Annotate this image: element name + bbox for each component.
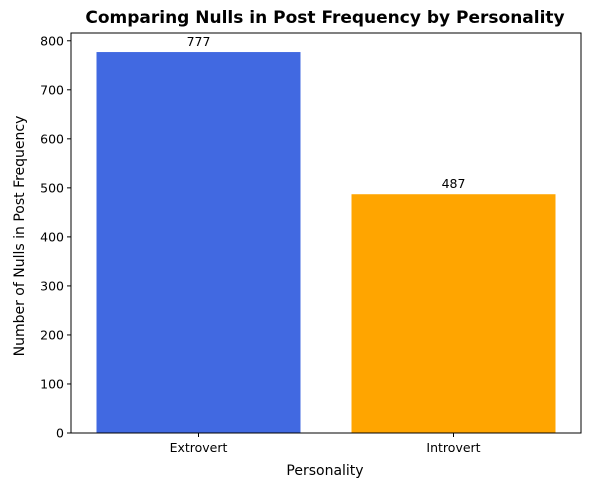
bar-introvert (351, 194, 556, 433)
y-tick-label: 600 (40, 131, 64, 146)
plot-frame (70, 32, 582, 434)
y-tick-label: 500 (40, 180, 64, 195)
x-axis-label: Personality (286, 463, 363, 479)
y-tick-label: 100 (40, 376, 64, 391)
data-label-extrovert: 777 (187, 34, 211, 49)
y-tick-label: 0 (56, 426, 64, 441)
axes-layer: Extrovert Introvert 0 100 200 300 400 500 600 700… (40, 32, 582, 455)
y-tick-label: 700 (40, 82, 64, 97)
y-tick-label: 300 (40, 278, 64, 293)
x-tick-label-introvert: Introvert (426, 440, 480, 455)
x-tick-label-extrovert: Extrovert (170, 440, 228, 455)
bar-extrovert (96, 52, 301, 434)
chart-title: Comparing Nulls in Post Frequency by Per… (85, 8, 564, 28)
y-tick-label: 800 (40, 33, 64, 48)
y-tick-label: 400 (40, 229, 64, 244)
data-label-introvert: 487 (442, 176, 466, 191)
y-tick-label: 200 (40, 327, 64, 342)
y-axis-label: Number of Nulls in Post Frequency (12, 116, 28, 357)
bars-layer: 777 487 (96, 34, 556, 434)
